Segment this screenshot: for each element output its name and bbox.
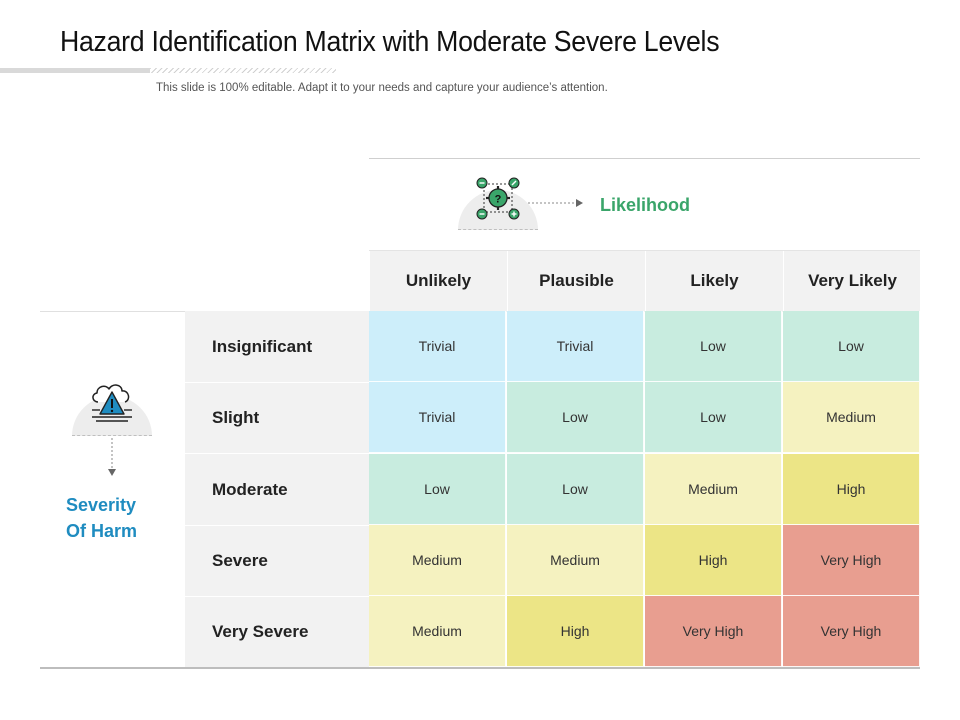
col-header-plausible: Plausible (507, 251, 645, 311)
matrix-cell: High (645, 525, 782, 596)
title-underline-hatch (150, 68, 336, 73)
matrix-cell: Low (369, 454, 506, 525)
matrix-cell: Medium (783, 382, 920, 453)
matrix-top-rule (369, 158, 920, 159)
matrix-cell: Medium (507, 525, 644, 596)
row-header-very-severe: Very Severe (212, 621, 309, 641)
col-header-unlikely: Unlikely (369, 251, 507, 311)
row-separator (185, 453, 369, 454)
severity-arrow (108, 438, 116, 476)
row-header-moderate: Moderate (212, 479, 288, 499)
matrix-bottom-rule (40, 667, 920, 669)
likelihood-arrow (528, 199, 583, 207)
matrix-cell: Very High (783, 525, 920, 596)
col-header-very-likely: Very Likely (783, 251, 921, 311)
matrix-cell: Very High (645, 596, 782, 667)
left-top-rule (40, 311, 185, 312)
severity-label-line-1: Severity (66, 495, 137, 515)
likelihood-label: Likelihood (600, 195, 690, 215)
matrix-cell: Medium (645, 454, 782, 525)
title-underline (0, 68, 150, 73)
matrix-cell: Trivial (507, 311, 644, 382)
matrix-cell: High (783, 454, 920, 525)
gear-question-icon: ? (476, 177, 520, 220)
matrix-cell: Low (645, 311, 782, 382)
row-separator (185, 525, 369, 526)
severity-icon-base (72, 435, 152, 437)
matrix-cell: Low (507, 454, 644, 525)
row-header-slight: Slight (212, 407, 260, 427)
cloud-warning-icon (92, 384, 132, 422)
page-subtitle: This slide is 100% editable. Adapt it to… (156, 82, 608, 94)
matrix-cell: Medium (369, 596, 506, 667)
matrix-cell: Trivial (369, 311, 506, 382)
row-header-band (185, 311, 369, 668)
matrix-cell: Low (507, 382, 644, 453)
page-title: Hazard Identification Matrix with Modera… (60, 26, 720, 58)
row-header-insignificant: Insignificant (212, 336, 313, 356)
column-header-band (369, 250, 920, 312)
matrix-cell: Medium (369, 525, 506, 596)
severity-label-line-2: Of Harm (66, 521, 138, 541)
severity-label: Severity Of Harm (66, 492, 137, 544)
row-separator (185, 596, 369, 597)
matrix-cell: Low (645, 382, 782, 453)
matrix-cell: Low (783, 311, 920, 382)
likelihood-icon-base (458, 229, 538, 231)
matrix-cell: Very High (783, 596, 920, 667)
matrix-cell: High (507, 596, 644, 667)
svg-text:?: ? (495, 194, 502, 206)
col-header-likely: Likely (645, 251, 783, 311)
matrix-cell: Trivial (369, 382, 506, 453)
row-header-severe: Severe (212, 550, 268, 570)
row-separator (185, 382, 369, 383)
